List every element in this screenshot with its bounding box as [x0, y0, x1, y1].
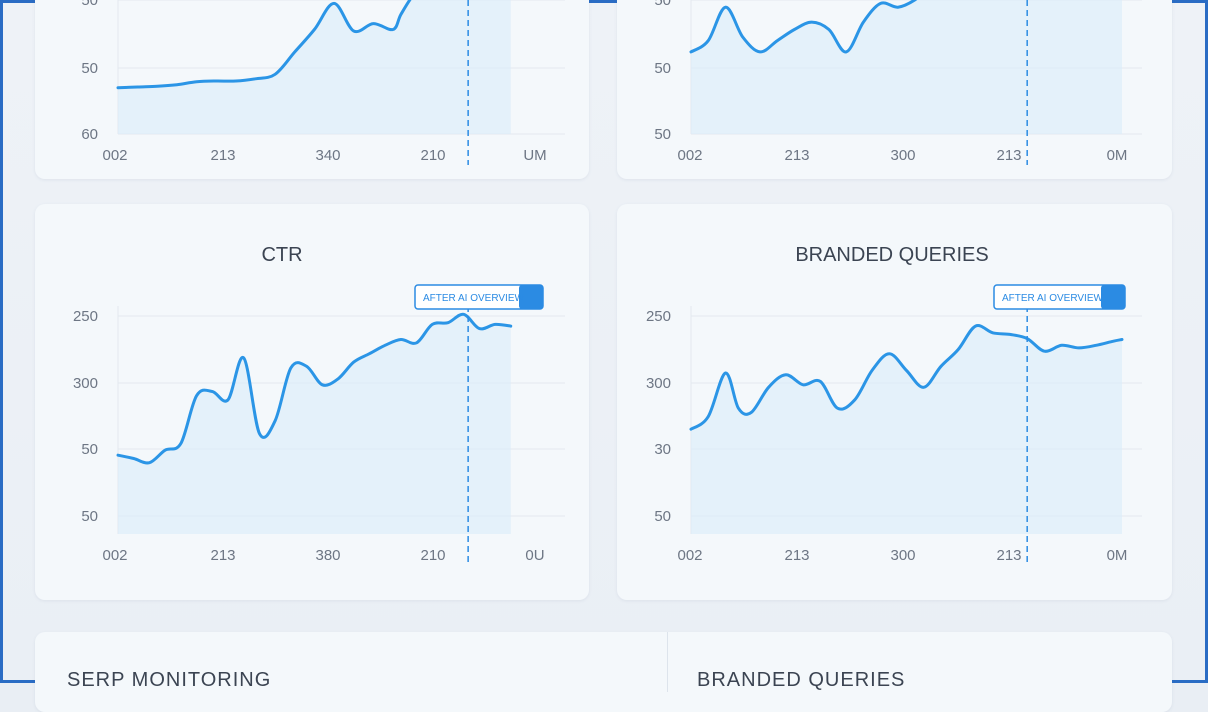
ai-overview-badge-tab	[1101, 285, 1125, 309]
y-tick-label: 300	[73, 375, 98, 392]
chart-title: CTR	[261, 244, 302, 266]
series-area	[691, 326, 1122, 534]
chart-svg-branded-queries: BRANDED QUERIES 50 30 300 250 002 213 300 213 0M A…	[617, 204, 1172, 600]
x-tick-label: 002	[677, 547, 702, 564]
branded-queries-bottom-title: BRANDED QUERIES	[697, 669, 905, 692]
y-tick-label: 30	[654, 441, 671, 458]
y-tick-label: 250	[73, 308, 98, 325]
series-area	[118, 0, 511, 134]
y-tick-label: 300	[646, 375, 671, 392]
ai-overview-badge-label: AFTER AI OVERVIEW	[1002, 293, 1104, 304]
chart-svg-top-left: 60505050002213340210UM	[35, 0, 589, 179]
x-tick-label: 300	[890, 147, 915, 164]
y-tick-label: 250	[646, 308, 671, 325]
x-tick-label: 002	[102, 547, 127, 564]
chart-card-ctr: CTR 50 50 300 250 002 213 380 210 0U AFTER AI OVER…	[35, 204, 589, 600]
x-tick-label: 213	[996, 147, 1021, 164]
chart-svg-top-right: 505050500022133002130M	[617, 0, 1172, 179]
x-tick-label: 340	[315, 147, 340, 164]
x-tick-label: 213	[784, 147, 809, 164]
x-tick-label: 213	[210, 547, 235, 564]
y-tick-label: 50	[654, 126, 671, 143]
chart-card-top-left: 60505050002213340210UM	[35, 0, 589, 179]
x-tick-label: 213	[996, 547, 1021, 564]
x-tick-label: 210	[420, 547, 445, 564]
y-tick-label: 50	[81, 441, 98, 458]
panel-divider	[667, 632, 668, 692]
y-tick-label: 50	[654, 0, 671, 9]
chart-title: BRANDED QUERIES	[795, 244, 988, 266]
chart-card-branded-queries: BRANDED QUERIES 50 30 300 250 002 213 300 213 0M A…	[617, 204, 1172, 600]
bottom-panel: SERP MONITORING BRANDED QUERIES	[35, 632, 1172, 712]
ai-overview-badge-label: AFTER AI OVERVIEW	[423, 293, 525, 304]
x-tick-label: 213	[784, 547, 809, 564]
x-tick-label: 300	[890, 547, 915, 564]
x-tick-label: 0M	[1107, 147, 1128, 164]
y-tick-label: 60	[81, 126, 98, 143]
series-area	[118, 314, 511, 534]
series-area	[691, 0, 1122, 134]
x-tick-label: 0U	[525, 547, 544, 564]
y-tick-label: 50	[81, 60, 98, 77]
x-tick-label: UM	[523, 147, 546, 164]
y-tick-label: 50	[654, 508, 671, 525]
chart-svg-ctr: CTR 50 50 300 250 002 213 380 210 0U AFTER AI OVER…	[35, 204, 589, 600]
y-tick-label: 50	[81, 508, 98, 525]
x-tick-label: 0M	[1107, 547, 1128, 564]
y-tick-label: 50	[81, 0, 98, 9]
x-tick-label: 210	[420, 147, 445, 164]
x-tick-label: 213	[210, 147, 235, 164]
x-tick-label: 002	[677, 147, 702, 164]
y-tick-label: 50	[654, 60, 671, 77]
x-tick-label: 002	[102, 147, 127, 164]
serp-monitoring-title: SERP MONITORING	[67, 669, 271, 692]
x-tick-label: 380	[315, 547, 340, 564]
chart-card-top-right: 505050500022133002130M	[617, 0, 1172, 179]
